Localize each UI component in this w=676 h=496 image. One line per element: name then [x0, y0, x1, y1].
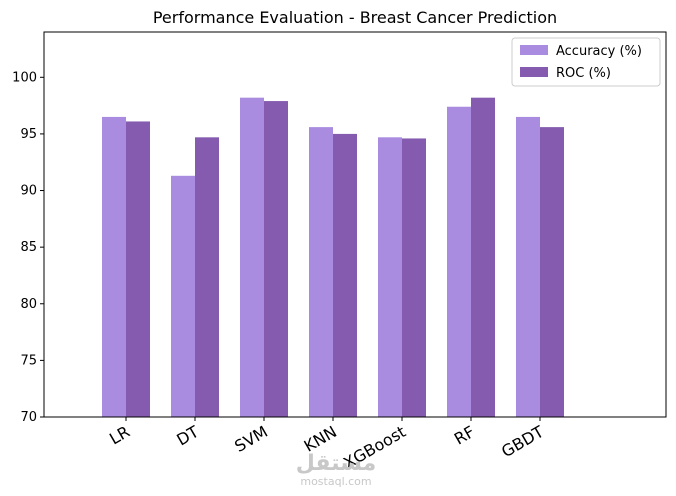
x-tick-label: RF — [451, 422, 478, 449]
watermark-logo: مستقل — [296, 451, 376, 476]
bar-dt-accuracy — [171, 175, 195, 417]
legend-label: Accuracy (%) — [556, 44, 642, 59]
y-tick-label: 100 — [12, 70, 37, 85]
y-tick-label: 90 — [20, 184, 37, 199]
bar-lr-accuracy — [102, 116, 126, 418]
y-tick-label: 95 — [20, 127, 37, 142]
legend-box — [511, 37, 661, 87]
legend: Accuracy (%) ROC (%) — [511, 37, 661, 87]
bar-knn-roc — [333, 133, 357, 418]
chart-title: Performance Evaluation - Breast Cancer P… — [153, 8, 557, 27]
x-tick-label: GBDT — [498, 422, 547, 461]
bar-rf-accuracy — [447, 106, 471, 417]
y-tick-label: 80 — [20, 297, 37, 312]
y-tick-label: 70 — [20, 410, 37, 425]
legend-swatch — [520, 45, 548, 55]
bar-lr-roc — [126, 121, 150, 418]
x-tick-label: LR — [106, 422, 133, 448]
bar-xgboost-roc — [402, 138, 426, 418]
bar-knn-accuracy — [309, 127, 333, 417]
x-tick-label: DT — [173, 422, 202, 450]
watermark: مستقل mostaql.com — [296, 451, 376, 488]
bars-group — [102, 97, 564, 418]
x-tick-label: SVM — [231, 422, 271, 456]
y-tick-label: 85 — [20, 240, 37, 255]
legend-swatch — [520, 67, 548, 77]
bar-gbdt-accuracy — [516, 116, 540, 418]
bar-svm-accuracy — [240, 97, 264, 418]
watermark-url: mostaql.com — [300, 475, 371, 488]
y-axis: 70 75 80 85 90 95 100 — [12, 70, 44, 425]
bar-rf-roc — [471, 97, 495, 418]
bar-xgboost-accuracy — [378, 137, 402, 417]
bar-svm-roc — [264, 101, 288, 417]
plot-frame — [43, 31, 667, 418]
y-tick-label: 75 — [20, 353, 37, 368]
bar-dt-roc — [195, 137, 219, 417]
legend-label: ROC (%) — [556, 66, 611, 81]
bar-gbdt-roc — [540, 127, 564, 417]
